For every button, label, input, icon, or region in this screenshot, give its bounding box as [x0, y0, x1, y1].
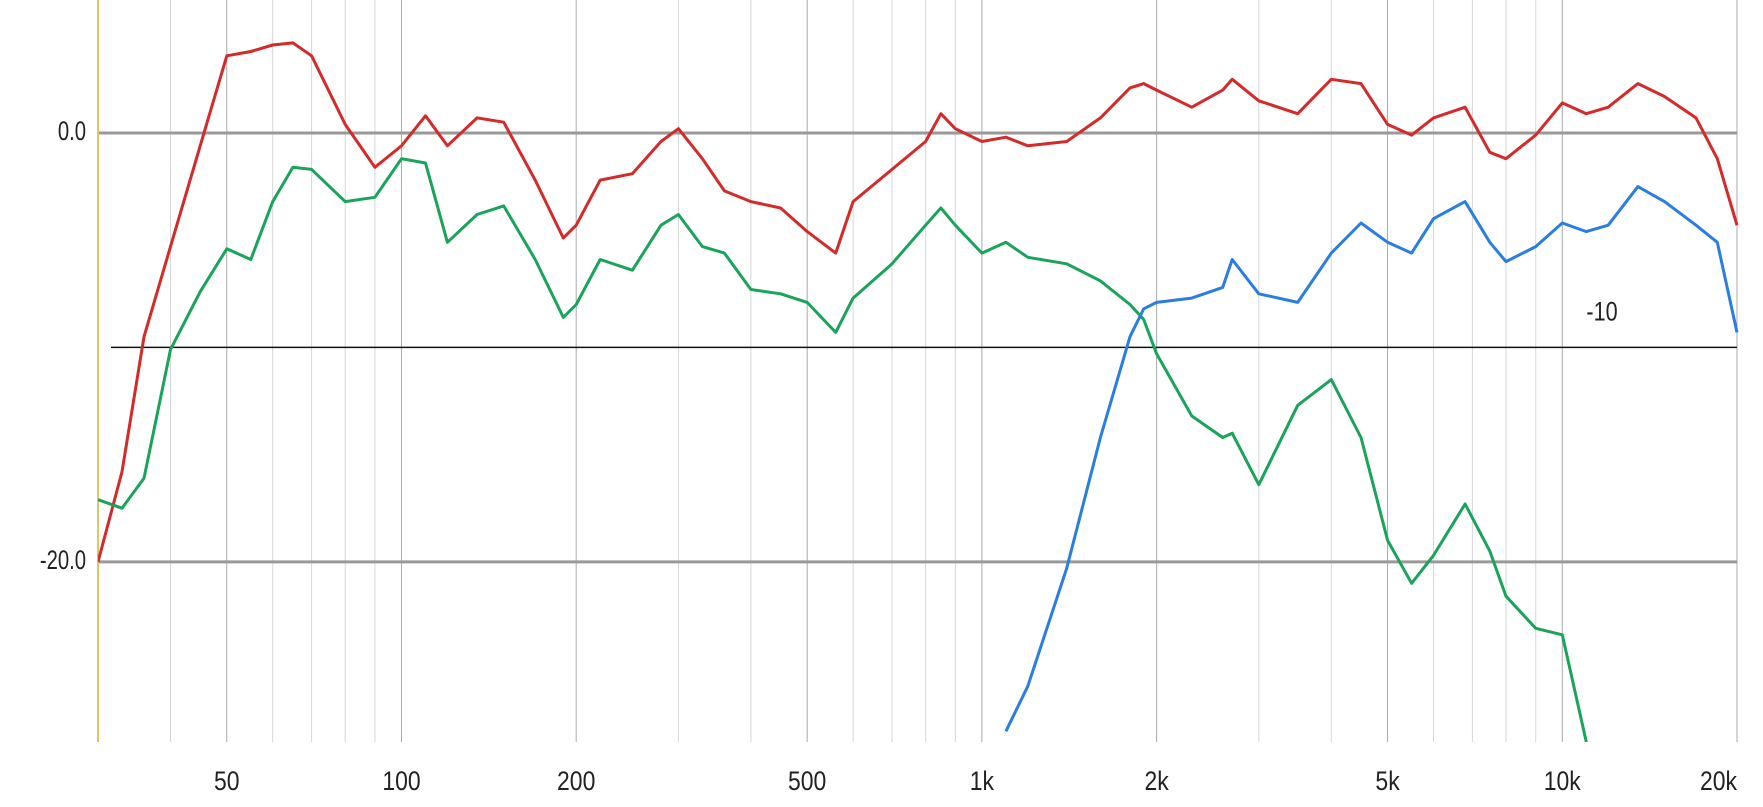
x-tick-label: 2k [1144, 766, 1169, 796]
x-tick-label: 20k [1700, 766, 1737, 796]
x-tick-label: 1k [970, 766, 995, 796]
series-line [98, 157, 1588, 742]
x-tick-label: 10k [1544, 766, 1581, 796]
x-tick-label: 100 [382, 766, 420, 796]
x-tick-label: 500 [788, 766, 826, 796]
x-tick-label: 5k [1375, 766, 1400, 796]
y-tick-label: -20.0 [40, 545, 86, 576]
x-tick-label: 200 [557, 766, 595, 796]
x-tick-label: 50 [214, 766, 240, 796]
series-line [1004, 185, 1739, 732]
series-line [98, 41, 1739, 563]
y-tick-label: 0.0 [58, 116, 86, 147]
reference-label: -10 [1586, 297, 1617, 327]
